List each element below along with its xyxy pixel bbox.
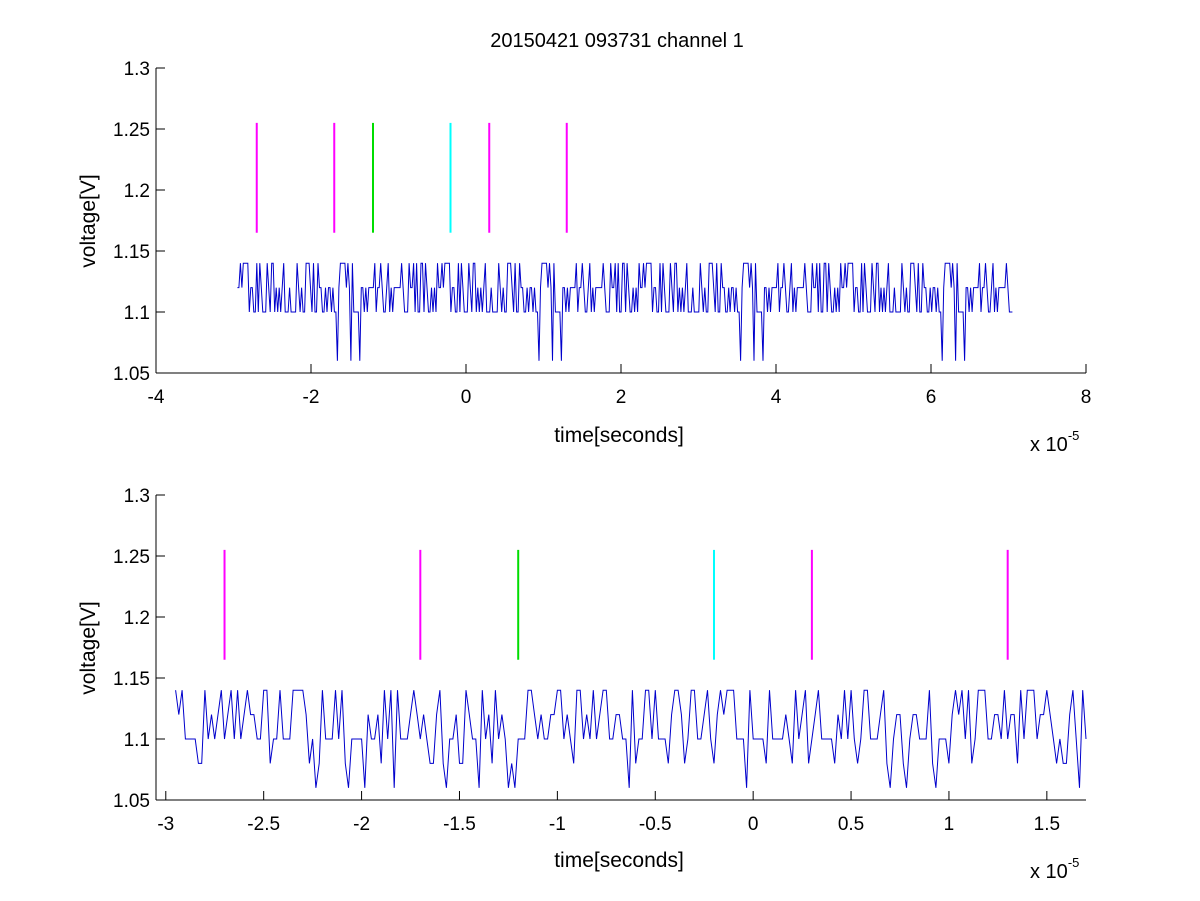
plot-top: 1.05 1.1 1.15 1.2 1.25 1.3 -4 -2 0 2 4 6 8 time[seco… bbox=[77, 59, 1091, 456]
x-exponent-label-bottom: x 10-5 bbox=[1030, 855, 1079, 883]
x-tick-label-top: -2 bbox=[303, 387, 320, 408]
x-axis-label-bottom: time[seconds] bbox=[554, 849, 684, 872]
y-axis-label-bottom: voltage[V] bbox=[77, 601, 100, 694]
x-tick-label-top: 4 bbox=[771, 387, 782, 408]
x-tick-label-top: 8 bbox=[1081, 387, 1092, 408]
plot-area-bottom: 1.05 1.1 1.15 1.2 1.25 1.3 -3 -2.5 -2 -1.5 -1 -0.5 0… bbox=[113, 486, 1087, 835]
y-tick-label-bottom: 1.15 bbox=[113, 669, 150, 690]
x-tick-label-bottom: 0 bbox=[748, 814, 759, 835]
x-multiplier-top: x 10 bbox=[1030, 434, 1068, 456]
x-tick-label-bottom: 1.5 bbox=[1034, 814, 1060, 835]
x-multiplier-bottom: x 10 bbox=[1030, 861, 1068, 883]
x-tick-label-top: 6 bbox=[926, 387, 937, 408]
y-tick-label-bottom: 1.3 bbox=[124, 486, 150, 507]
signal-trace-top bbox=[237, 262, 1013, 361]
y-tick-label-top: 1.3 bbox=[124, 59, 150, 80]
x-tick-label-bottom: 1 bbox=[944, 814, 955, 835]
y-tick-label-bottom: 1.25 bbox=[113, 547, 150, 568]
x-tick-label-bottom: -2.5 bbox=[247, 814, 280, 835]
y-tick-label-bottom: 1.05 bbox=[113, 791, 150, 812]
y-tick-label-top: 1.15 bbox=[113, 242, 150, 263]
x-tick-label-bottom: -0.5 bbox=[639, 814, 672, 835]
x-exponent-bottom: -5 bbox=[1068, 855, 1080, 870]
x-tick-label-bottom: -1 bbox=[549, 814, 566, 835]
chart-title: 20150421 093731 channel 1 bbox=[490, 30, 744, 52]
y-tick-label-top: 1.2 bbox=[124, 181, 150, 202]
y-tick-label-top: 1.1 bbox=[124, 303, 150, 324]
x-tick-label-bottom: -1.5 bbox=[443, 814, 476, 835]
x-tick-label-top: 0 bbox=[461, 387, 472, 408]
plot-area-top: 1.05 1.1 1.15 1.2 1.25 1.3 -4 -2 0 2 4 6 8 bbox=[113, 59, 1091, 408]
y-tick-label-top: 1.05 bbox=[113, 364, 150, 385]
x-tick-label-bottom: -3 bbox=[157, 814, 174, 835]
x-tick-label-top: -4 bbox=[148, 387, 165, 408]
plot-bottom: 1.05 1.1 1.15 1.2 1.25 1.3 -3 -2.5 -2 -1.5 -1 -0.5 0… bbox=[77, 486, 1087, 883]
y-tick-label-bottom: 1.1 bbox=[124, 730, 150, 751]
x-tick-label-bottom: 0.5 bbox=[838, 814, 864, 835]
x-exponent-top: -5 bbox=[1068, 428, 1080, 443]
x-tick-label-top: 2 bbox=[616, 387, 627, 408]
x-tick-label-bottom: -2 bbox=[353, 814, 370, 835]
x-axis-label-top: time[seconds] bbox=[554, 424, 684, 447]
y-tick-label-bottom: 1.2 bbox=[124, 608, 150, 629]
signal-trace-bottom bbox=[175, 689, 1087, 788]
y-axis-label-top: voltage[V] bbox=[77, 174, 100, 267]
x-exponent-label-top: x 10-5 bbox=[1030, 428, 1079, 456]
y-tick-label-top: 1.25 bbox=[113, 120, 150, 141]
